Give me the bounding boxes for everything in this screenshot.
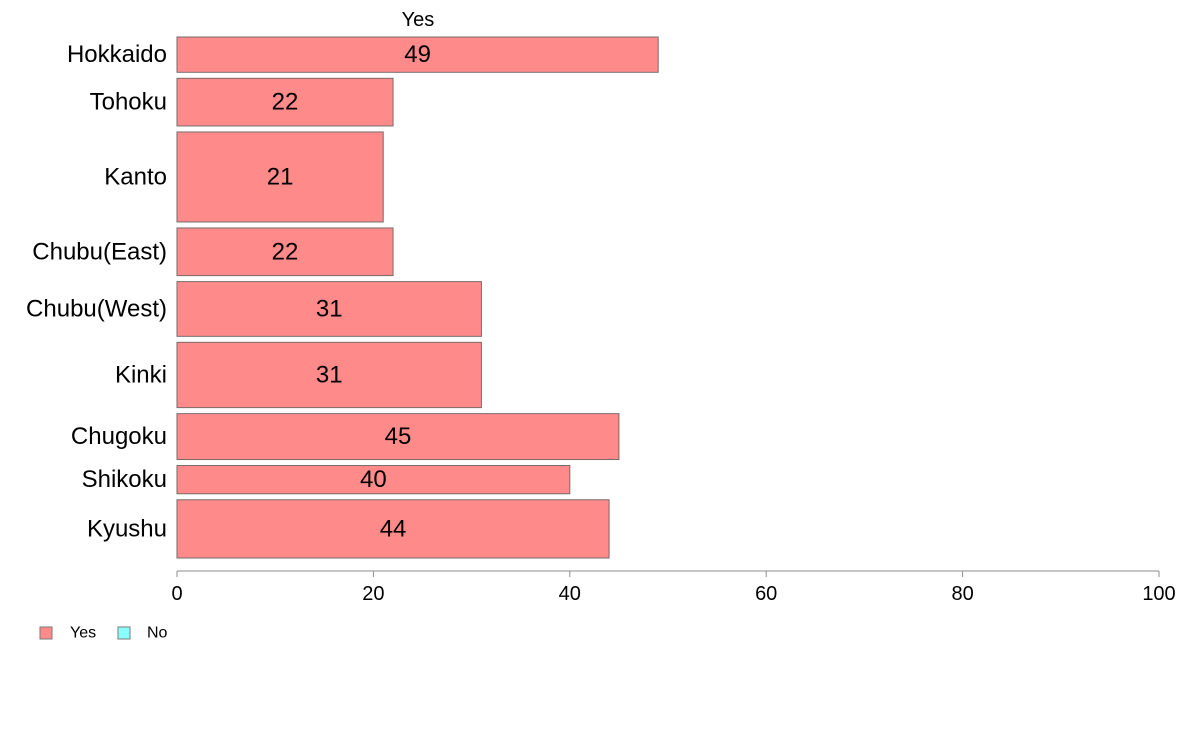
bar-kinki <box>176 341 482 409</box>
x-tick-label: 40 <box>559 583 581 605</box>
bar-chubu-east <box>176 227 394 277</box>
bar-chubu-west <box>176 281 482 337</box>
bar-hokkaido <box>176 36 659 73</box>
category-label: Chugoku <box>71 423 167 450</box>
bar-kanto <box>176 131 384 223</box>
x-axis: 0 20 40 60 80 100 <box>171 570 1176 605</box>
category-label: Hokkaido <box>67 41 167 68</box>
data-label: 21 <box>267 163 294 190</box>
bar-kyushu <box>176 499 610 559</box>
legend: Yes No <box>39 625 168 642</box>
category-label: Kyushu <box>87 515 167 542</box>
category-label: Kinki <box>115 361 167 388</box>
x-tick-label: 0 <box>171 583 182 605</box>
legend-label-yes: Yes <box>70 625 96 642</box>
bars-group <box>176 36 659 559</box>
x-tick-label: 20 <box>362 583 384 605</box>
data-label: 22 <box>272 238 299 265</box>
x-tick-label: 80 <box>951 583 973 605</box>
x-tick-label: 60 <box>755 583 777 605</box>
data-label: 44 <box>380 515 407 542</box>
data-label: 31 <box>316 295 343 322</box>
legend-swatch-no <box>117 626 131 640</box>
data-label: 22 <box>272 89 299 116</box>
category-label: Shikoku <box>82 466 167 493</box>
data-label: 40 <box>360 466 387 493</box>
value-labels: 49 22 21 22 31 31 45 40 44 <box>267 41 431 542</box>
bar-tohoku <box>176 77 394 127</box>
category-label: Chubu(West) <box>26 295 167 322</box>
bar-chugoku <box>176 413 620 461</box>
category-labels: Hokkaido Tohoku Kanto Chubu(East) Chubu(West… <box>26 41 167 542</box>
category-label: Chubu(East) <box>32 238 167 265</box>
data-label: 49 <box>404 41 431 68</box>
x-tick-label: 100 <box>1142 583 1175 605</box>
legend-label-no: No <box>147 625 168 642</box>
data-label: 31 <box>316 361 343 388</box>
category-label: Tohoku <box>90 89 167 116</box>
bar-shikoku <box>176 465 571 495</box>
chart-title: Yes <box>402 9 435 31</box>
legend-swatch-yes <box>39 626 53 640</box>
data-label: 45 <box>385 423 412 450</box>
category-label: Kanto <box>104 163 167 190</box>
